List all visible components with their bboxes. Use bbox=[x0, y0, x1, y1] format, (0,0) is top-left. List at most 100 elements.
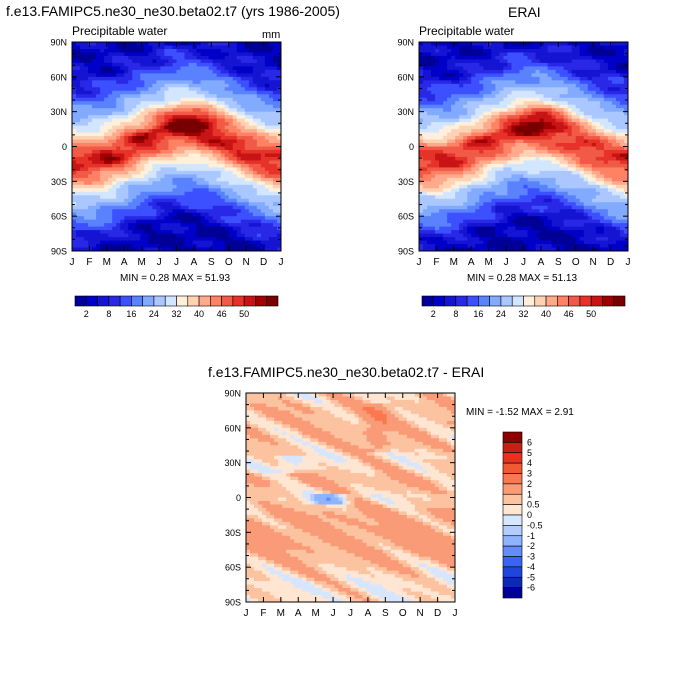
heat-cell bbox=[220, 97, 226, 102]
heat-cell bbox=[112, 153, 117, 158]
heat-cell bbox=[499, 59, 504, 64]
heat-cell bbox=[136, 62, 141, 67]
heat-cell bbox=[268, 143, 274, 148]
heat-cell bbox=[447, 240, 452, 245]
heat-cell bbox=[423, 90, 428, 95]
heat-cell bbox=[236, 247, 242, 251]
heat-cell bbox=[523, 233, 529, 238]
heat-cell bbox=[176, 163, 182, 168]
heat-cell bbox=[168, 146, 174, 151]
heat-cell bbox=[531, 195, 537, 200]
heat-cell bbox=[208, 216, 214, 221]
heat-cell bbox=[427, 80, 432, 85]
heat-cell bbox=[252, 163, 258, 168]
heat-cell bbox=[471, 149, 476, 155]
heat-cell bbox=[495, 59, 500, 64]
heat-cell bbox=[268, 118, 274, 123]
heat-cell bbox=[180, 132, 186, 137]
heat-cell bbox=[511, 153, 517, 158]
heat-cell bbox=[120, 184, 125, 189]
heat-cell bbox=[272, 122, 278, 127]
heat-cell bbox=[76, 174, 81, 179]
heat-cell bbox=[264, 122, 270, 127]
heat-cell bbox=[419, 247, 424, 251]
heat-cell bbox=[128, 104, 133, 109]
heat-cell bbox=[80, 163, 85, 168]
heat-cell bbox=[168, 163, 174, 168]
heat-cell bbox=[140, 156, 145, 162]
heat-cell bbox=[120, 233, 125, 238]
heat-cell bbox=[264, 195, 270, 200]
heat-cell bbox=[236, 195, 242, 200]
heat-cell bbox=[136, 55, 141, 61]
heat-cell bbox=[140, 48, 145, 54]
heat-cell bbox=[447, 73, 452, 78]
heat-cell bbox=[467, 170, 472, 175]
heat-cell bbox=[232, 209, 238, 214]
heat-cell bbox=[184, 48, 190, 54]
heat-cell bbox=[104, 163, 109, 168]
heat-cell bbox=[519, 237, 525, 242]
heat-cell bbox=[467, 205, 472, 210]
heat-cell bbox=[140, 136, 145, 141]
heat-cell bbox=[523, 62, 529, 67]
heat-cell bbox=[495, 108, 500, 113]
heat-cell bbox=[419, 216, 424, 221]
heat-cell bbox=[124, 104, 129, 109]
heat-cell bbox=[252, 94, 258, 99]
heat-cell bbox=[435, 73, 440, 78]
heat-cell bbox=[220, 45, 226, 50]
heat-cell bbox=[515, 230, 521, 235]
heat-cell bbox=[459, 55, 464, 61]
heat-cell bbox=[148, 170, 153, 175]
heat-cell bbox=[535, 129, 541, 134]
heat-cell bbox=[164, 209, 170, 214]
heat-cell bbox=[176, 52, 182, 57]
heat-cell bbox=[272, 188, 278, 193]
heat-cell bbox=[164, 174, 170, 179]
heat-cell bbox=[264, 167, 270, 172]
heat-cell bbox=[80, 230, 85, 235]
heat-cell bbox=[439, 55, 444, 61]
heat-cell bbox=[236, 108, 242, 113]
heat-cell bbox=[236, 153, 242, 158]
heat-cell bbox=[156, 177, 162, 182]
heat-cell bbox=[168, 198, 174, 203]
heat-cell bbox=[455, 97, 460, 102]
heat-cell bbox=[248, 146, 254, 151]
heat-cell bbox=[419, 174, 424, 179]
heat-cell bbox=[208, 136, 214, 141]
heat-cell bbox=[487, 223, 492, 228]
heat-cell bbox=[268, 170, 274, 175]
heat-cell bbox=[427, 212, 432, 217]
heat-cell bbox=[244, 244, 250, 249]
heat-cell bbox=[128, 237, 133, 242]
heat-cell bbox=[92, 149, 97, 155]
heat-cell bbox=[503, 219, 509, 224]
heat-cell bbox=[495, 129, 500, 134]
heat-cell bbox=[208, 191, 214, 196]
heat-cell bbox=[499, 153, 504, 158]
heat-cell bbox=[212, 226, 218, 231]
heat-cell bbox=[168, 170, 174, 175]
heat-cell bbox=[144, 122, 149, 127]
heat-cell bbox=[527, 59, 533, 64]
heat-cell bbox=[184, 153, 190, 158]
heat-cell bbox=[244, 146, 250, 151]
heat-cell bbox=[200, 160, 206, 165]
heat-cell bbox=[244, 48, 250, 54]
heat-cell bbox=[188, 233, 194, 238]
heat-cell bbox=[523, 69, 529, 74]
heat-cell bbox=[140, 69, 145, 74]
heat-cell bbox=[276, 125, 281, 130]
heat-cell bbox=[164, 247, 170, 251]
heat-cell bbox=[140, 73, 145, 78]
heat-cell bbox=[515, 146, 521, 151]
heat-cell bbox=[204, 184, 210, 189]
heat-cell bbox=[451, 170, 456, 175]
heat-cell bbox=[531, 205, 537, 210]
heat-cell bbox=[128, 73, 133, 78]
heat-cell bbox=[152, 94, 157, 99]
heat-cell bbox=[515, 45, 521, 50]
heat-cell bbox=[76, 146, 81, 151]
